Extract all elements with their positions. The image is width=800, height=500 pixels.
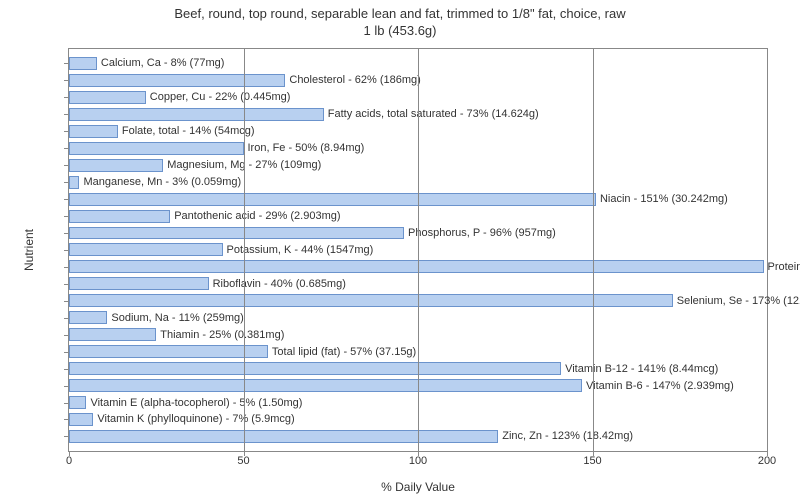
bar-label: Manganese, Mn - 3% (0.059mg) <box>79 176 241 188</box>
x-tick-label: 0 <box>66 451 72 467</box>
bar-label: Magnesium, Mg - 27% (109mg) <box>163 159 321 171</box>
bar <box>69 142 244 155</box>
bar <box>69 91 146 104</box>
bar <box>69 311 107 324</box>
bar <box>69 210 170 223</box>
bar-label: Cholesterol - 62% (186mg) <box>285 74 420 86</box>
bar <box>69 260 764 273</box>
bar-label: Selenium, Se - 173% (121.1mcg) <box>673 295 800 307</box>
grid-line <box>244 49 245 451</box>
bar-label: Niacin - 151% (30.242mg) <box>596 193 728 205</box>
bar <box>69 413 93 426</box>
bar <box>69 328 156 341</box>
bar <box>69 108 324 121</box>
plot-area: Calcium, Ca - 8% (77mg) Cholesterol - 62%… <box>68 48 768 452</box>
bar <box>69 243 223 256</box>
x-tick-label: 100 <box>409 451 427 467</box>
bar <box>69 74 285 87</box>
bar-label: Potassium, K - 44% (1547mg) <box>223 244 374 256</box>
bar-label: Folate, total - 14% (54mcg) <box>118 125 255 137</box>
bar <box>69 362 561 375</box>
bar <box>69 430 498 443</box>
bar <box>69 227 404 240</box>
bar-label: Zinc, Zn - 123% (18.42mg) <box>498 430 633 442</box>
bar <box>69 125 118 138</box>
bar <box>69 277 209 290</box>
bar-label: Vitamin K (phylloquinone) - 7% (5.9mcg) <box>93 413 294 425</box>
bar-label: Sodium, Na - 11% (259mg) <box>107 312 243 324</box>
y-axis-label: Nutrient <box>22 229 36 271</box>
bar <box>69 345 268 358</box>
x-tick-label: 200 <box>758 451 776 467</box>
bar-label: Riboflavin - 40% (0.685mg) <box>209 278 346 290</box>
bar-label: Copper, Cu - 22% (0.445mg) <box>146 91 291 103</box>
bar <box>69 379 582 392</box>
x-axis-label: % Daily Value <box>68 480 768 494</box>
bar <box>69 176 79 189</box>
bar-label: Protein - 199% (99.52g) <box>764 261 800 273</box>
chart-title: Beef, round, top round, separable lean a… <box>0 0 800 40</box>
bar-label: Thiamin - 25% (0.381mg) <box>156 329 284 341</box>
title-line-1: Beef, round, top round, separable lean a… <box>0 6 800 23</box>
bar-label: Vitamin B-12 - 141% (8.44mcg) <box>561 363 718 375</box>
x-tick-label: 50 <box>237 451 249 467</box>
bar <box>69 193 596 206</box>
bar-label: Total lipid (fat) - 57% (37.15g) <box>268 346 416 358</box>
bar <box>69 57 97 70</box>
nutrient-chart: Beef, round, top round, separable lean a… <box>0 0 800 500</box>
bar-label: Calcium, Ca - 8% (77mg) <box>97 57 224 69</box>
grid-line <box>418 49 419 451</box>
bar <box>69 396 86 409</box>
bar-label: Phosphorus, P - 96% (957mg) <box>404 227 556 239</box>
title-line-2: 1 lb (453.6g) <box>0 23 800 40</box>
bar <box>69 294 673 307</box>
bar <box>69 159 163 172</box>
bar-label: Vitamin B-6 - 147% (2.939mg) <box>582 380 734 392</box>
bar-label: Fatty acids, total saturated - 73% (14.6… <box>324 108 539 120</box>
bar-label: Pantothenic acid - 29% (2.903mg) <box>170 210 340 222</box>
bar-label: Vitamin E (alpha-tocopherol) - 5% (1.50m… <box>86 397 302 409</box>
bar-label: Iron, Fe - 50% (8.94mg) <box>244 142 365 154</box>
x-tick-label: 150 <box>583 451 601 467</box>
grid-line <box>593 49 594 451</box>
